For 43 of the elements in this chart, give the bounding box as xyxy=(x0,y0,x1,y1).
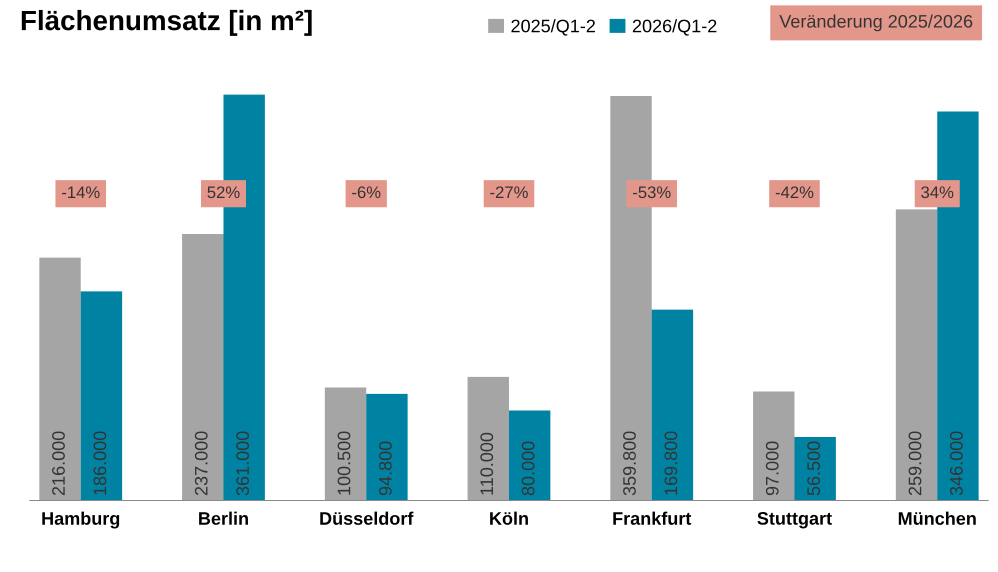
data-label: 346.000 xyxy=(950,431,963,496)
bar xyxy=(39,258,81,500)
annotation: -6% xyxy=(352,186,380,198)
annotation: -14% xyxy=(62,186,100,198)
data-label: 94.800 xyxy=(378,441,392,496)
x-tick-label: Berlin xyxy=(199,512,248,525)
data-label: 97.000 xyxy=(766,441,779,496)
data-label: 56.500 xyxy=(807,441,820,496)
data-label: 80.000 xyxy=(522,441,535,496)
data-label: 359.800 xyxy=(623,431,636,496)
bar xyxy=(80,291,122,500)
bar xyxy=(652,310,694,500)
x-tick-label: Frankfurt xyxy=(613,512,692,525)
annotation: 34% xyxy=(921,186,954,198)
x-tick-label: Düsseldorf xyxy=(320,512,414,525)
annotation: -53% xyxy=(633,186,671,198)
bar xyxy=(508,410,550,500)
annotation: -27% xyxy=(490,186,528,198)
bar xyxy=(324,388,366,500)
annotation: 52% xyxy=(207,186,240,198)
bar xyxy=(753,391,794,500)
bar xyxy=(366,394,408,500)
data-label: 361.000 xyxy=(236,431,250,496)
data-label: 216.000 xyxy=(52,431,65,496)
x-tick-label: Stuttgart xyxy=(757,512,832,528)
bar xyxy=(468,376,509,500)
data-label: 237.000 xyxy=(194,431,208,496)
data-label: 169.800 xyxy=(664,431,678,495)
data-label: 110.000 xyxy=(480,432,494,495)
x-tick-label: Köln xyxy=(490,512,528,525)
bar xyxy=(182,234,224,500)
legend-label: 2026/Q1-2 xyxy=(632,19,716,36)
legend-label: 2025/Q1-2 xyxy=(511,19,595,36)
bar xyxy=(794,436,836,500)
data-label: 259.000 xyxy=(908,431,922,496)
annotation: -42% xyxy=(776,186,814,198)
x-tick-label: Hamburg xyxy=(42,512,120,529)
data-label: 100.500 xyxy=(338,431,350,495)
bar xyxy=(896,209,938,500)
text: Veränderung 2025/2026 xyxy=(779,14,972,32)
data-label: 186.000 xyxy=(93,431,106,495)
x-tick-label: München xyxy=(898,512,976,525)
chart-title: Flächenumsatz [in m²] xyxy=(22,10,312,36)
